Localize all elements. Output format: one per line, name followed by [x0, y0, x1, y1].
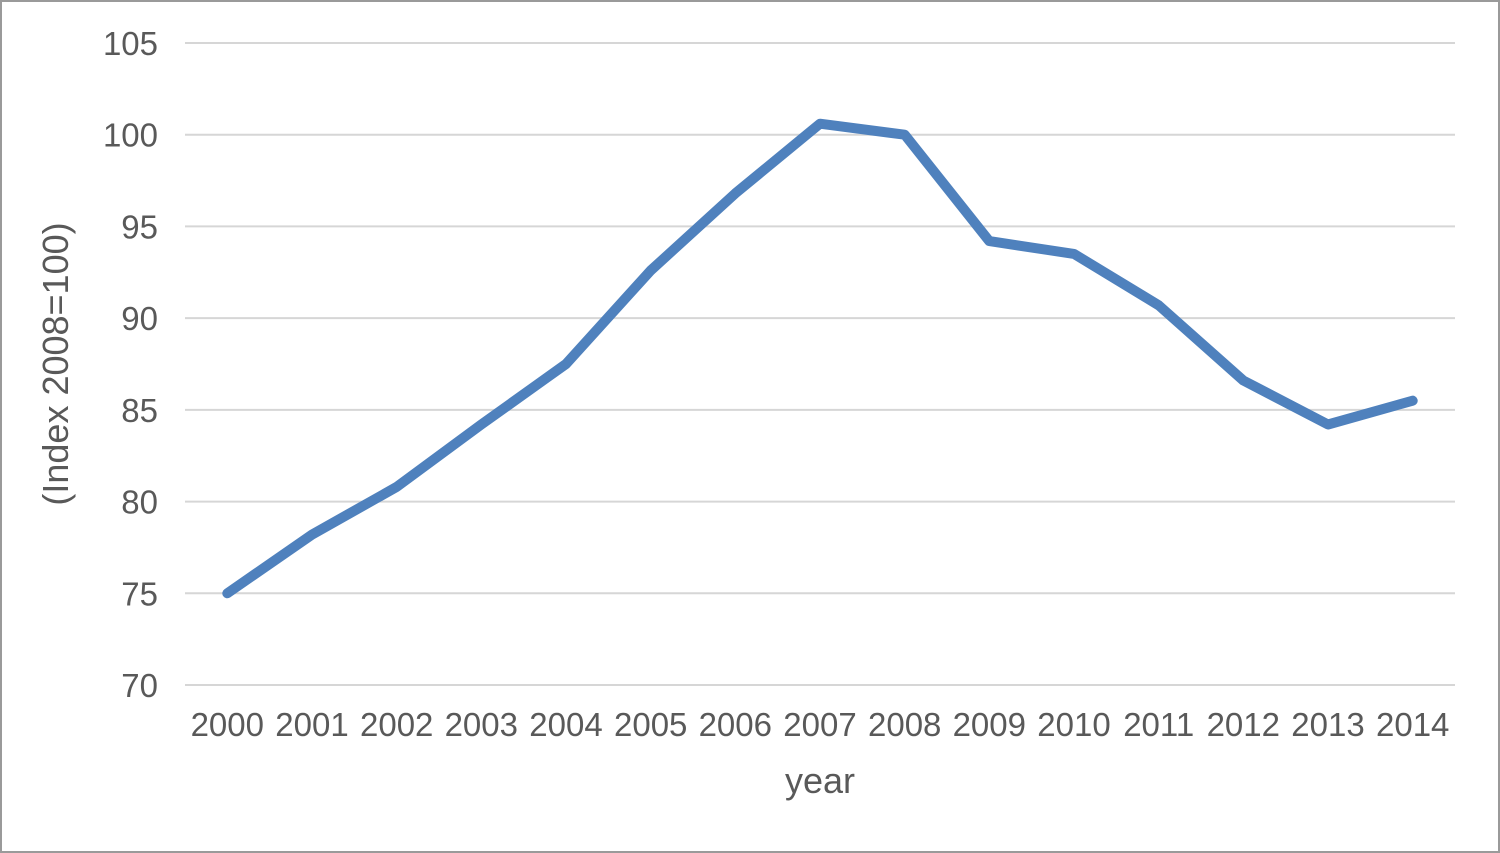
gridlines [185, 42, 1455, 686]
y-tick-label: 95 [121, 208, 158, 245]
y-tick-label: 90 [121, 300, 158, 337]
y-tick-label: 85 [121, 392, 158, 429]
x-tick-label: 2013 [1291, 706, 1364, 743]
x-tick-label: 2012 [1207, 706, 1280, 743]
x-tick-label: 2004 [529, 706, 602, 743]
x-tick-label: 2000 [191, 706, 264, 743]
x-tick-label: 2003 [445, 706, 518, 743]
y-axis-title: (Index 2008=100) [35, 222, 76, 505]
x-tick-label: 2002 [360, 706, 433, 743]
x-tick-label: 2009 [953, 706, 1026, 743]
y-tick-label: 105 [103, 25, 158, 62]
x-axis-tick-labels: 2000 2001 2002 2003 2004 2005 2006 2007 2008 2009… [191, 706, 1450, 743]
data-series-line [222, 118, 1418, 599]
x-tick-label: 2001 [275, 706, 348, 743]
y-axis-tick-labels: 70 75 80 85 90 95 100 105 [103, 25, 158, 704]
x-tick-label: 2011 [1123, 706, 1194, 743]
y-tick-label: 75 [121, 575, 158, 612]
y-tick-label: 100 [103, 117, 158, 154]
y-tick-label: 70 [121, 667, 158, 704]
x-tick-label: 2008 [868, 706, 941, 743]
x-tick-label: 2005 [614, 706, 687, 743]
x-tick-label: 2010 [1037, 706, 1110, 743]
x-axis-title: year [785, 760, 855, 801]
y-tick-label: 80 [121, 484, 158, 521]
x-tick-label: 2006 [699, 706, 772, 743]
x-tick-label: 2007 [783, 706, 856, 743]
x-tick-label: 2014 [1376, 706, 1449, 743]
